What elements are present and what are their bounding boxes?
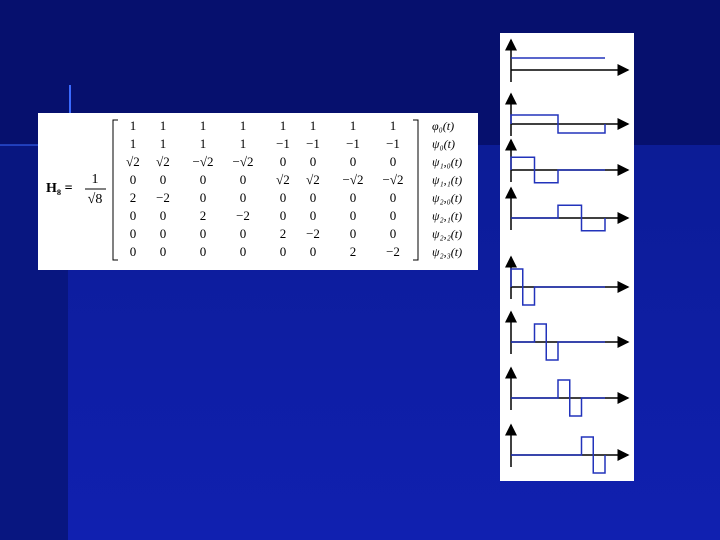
matrix-entry: 0 <box>240 190 247 205</box>
matrix-entry: 0 <box>130 208 137 223</box>
matrix-entry: −√2 <box>383 172 404 187</box>
matrix-entry: −2 <box>386 244 400 259</box>
waveform-box <box>500 33 634 481</box>
matrix-entry: 0 <box>390 226 397 241</box>
matrix-entry: 0 <box>200 190 207 205</box>
matrix-entry: √2 <box>306 172 320 187</box>
matrix-entry: 2 <box>280 226 287 241</box>
matrix-entry: 1 <box>390 118 397 133</box>
matrix-entry: 0 <box>280 208 287 223</box>
matrix-entry: −√2 <box>343 172 364 187</box>
waveform <box>511 379 605 417</box>
matrix-entry: 1 <box>240 118 247 133</box>
bracket-right <box>413 119 419 261</box>
matrix-entry: −1 <box>346 136 360 151</box>
matrix-entry: 0 <box>310 190 317 205</box>
matrix-entry: −1 <box>306 136 320 151</box>
matrix-entry: 1 <box>130 118 137 133</box>
matrix-entry: 0 <box>390 154 397 169</box>
matrix-entry: 0 <box>280 154 287 169</box>
waveform <box>510 268 605 306</box>
matrix-entry: 0 <box>240 226 247 241</box>
fraction-denominator: √8 <box>88 192 103 207</box>
waveform <box>511 204 606 232</box>
matrix-entry: 1 <box>280 118 287 133</box>
matrix-entry: 1 <box>310 118 317 133</box>
matrix-entry: 0 <box>350 208 357 223</box>
matrix-entry: 1 <box>160 118 167 133</box>
waveform <box>510 156 605 184</box>
waveform <box>511 323 605 361</box>
matrix-lhs: H₈ = <box>46 181 73 196</box>
matrix-entry: 0 <box>350 154 357 169</box>
matrix-entry: 0 <box>160 244 167 259</box>
row-label: ψ₁,₀(t) <box>432 155 462 169</box>
matrix-entry: 0 <box>350 190 357 205</box>
row-label: ψ₁,₁(t) <box>432 173 462 187</box>
row-label: φ₀(t) <box>432 119 454 133</box>
matrix-entry: 0 <box>390 190 397 205</box>
matrix-entry: 1 <box>350 118 357 133</box>
matrix-entry: 2 <box>350 244 357 259</box>
matrix-entry: 0 <box>160 208 167 223</box>
bracket-left <box>112 119 118 261</box>
matrix-entry: 0 <box>200 244 207 259</box>
matrix-entry: 0 <box>310 208 317 223</box>
waveform <box>510 114 606 134</box>
matrix-entry: 0 <box>200 172 207 187</box>
matrix-entry: −√2 <box>193 154 214 169</box>
matrix-entry: −1 <box>386 136 400 151</box>
matrix-entry: 0 <box>240 172 247 187</box>
row-label: ψ₂,₀(t) <box>432 191 462 205</box>
matrix-entry: 0 <box>160 226 167 241</box>
matrix-entry: √2 <box>126 154 140 169</box>
matrix-entry: −√2 <box>233 154 254 169</box>
fraction-numerator: 1 <box>92 172 99 187</box>
matrix-entry: 0 <box>390 208 397 223</box>
matrix-entry: 0 <box>280 244 287 259</box>
matrix-entry: 0 <box>350 226 357 241</box>
matrix-entry: 2 <box>200 208 207 223</box>
matrix-entry: 1 <box>200 136 207 151</box>
matrix-entry: 1 <box>130 136 137 151</box>
matrix-entry: 0 <box>130 226 137 241</box>
matrix-entry: −2 <box>236 208 250 223</box>
matrix-entry: −2 <box>156 190 170 205</box>
matrix-entry: 0 <box>310 244 317 259</box>
waveform <box>511 436 606 474</box>
matrix-entry: 0 <box>160 172 167 187</box>
row-label: ψ₂,₁(t) <box>432 209 462 223</box>
matrix-entry: 0 <box>130 244 137 259</box>
matrix-entry: −1 <box>276 136 290 151</box>
row-label: ψ₂,₂(t) <box>432 227 462 241</box>
matrix-entry: −2 <box>306 226 320 241</box>
matrix-entry: 0 <box>240 244 247 259</box>
matrix-entry: √2 <box>276 172 290 187</box>
matrix-entry: 0 <box>130 172 137 187</box>
matrix-entry: 0 <box>310 154 317 169</box>
matrix-entry: √2 <box>156 154 170 169</box>
row-label: ψ₂,₃(t) <box>432 245 462 259</box>
matrix-entry: 0 <box>280 190 287 205</box>
row-label: ψ₀(t) <box>432 137 455 151</box>
matrix-entry: 1 <box>160 136 167 151</box>
matrix-entry: 1 <box>200 118 207 133</box>
matrix-box <box>38 113 478 270</box>
matrix-entry: 2 <box>130 190 137 205</box>
matrix-entry: 0 <box>200 226 207 241</box>
matrix-entry: 1 <box>240 136 247 151</box>
